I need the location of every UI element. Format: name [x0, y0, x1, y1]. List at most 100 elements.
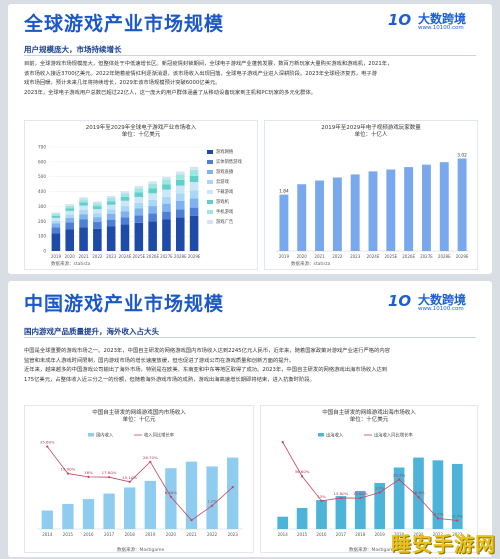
bar — [374, 482, 386, 529]
data-label: 16.6% — [412, 490, 425, 495]
chart-global-players: 2019年至2029年电子视频游戏玩家数量 单位：十亿人 1.84 2019 202… — [264, 120, 478, 270]
bar-segment — [134, 202, 144, 209]
bar-segment — [106, 204, 116, 210]
bar-segment — [120, 224, 130, 251]
data-label: 15.60% — [353, 491, 368, 496]
x-tick-label: 2020 — [297, 254, 308, 259]
bar-segment — [134, 215, 144, 223]
legend-label: 实体销售游戏 — [216, 160, 242, 165]
line-point — [87, 475, 90, 478]
bar — [315, 180, 324, 251]
bar — [404, 167, 414, 251]
bar-chart: 1.84 2019 2020 2021 2022 2023 2024E 2025E 2026E 2… — [275, 153, 471, 259]
bar-segment — [120, 193, 130, 197]
x-tick-label: 2025E — [132, 254, 145, 259]
bar-segment — [65, 205, 75, 209]
legend-label: 下载游戏 — [216, 190, 234, 195]
para-line: 该市场收入接近3700亿美元。2022年随着疫情红利逐渐消退，该市场收入出现回落… — [24, 70, 377, 77]
x-tick-label: 2019 — [375, 532, 386, 537]
divider — [24, 55, 476, 56]
chart-unit: 单位：十亿元 — [122, 417, 156, 423]
line-point — [66, 472, 69, 475]
bar-segment — [134, 222, 144, 251]
x-tick-label: 2021 — [314, 254, 325, 259]
combo-chart: 出海收入 出海收入同比增长率 2014 2015 2016 2017 2018 2019 202… — [273, 432, 467, 537]
chart-legend: 游戏网络 实体销售游戏 游戏直播 云游戏 下载游戏 游戏机 手机游戏 游戏广告 — [207, 149, 242, 229]
brand-logo: 1O 大数跨境 www.10100.com — [388, 291, 484, 317]
bar-segment — [120, 211, 130, 218]
data-label: 26.70% — [143, 455, 158, 460]
line-point — [359, 497, 362, 500]
bar-segment — [175, 179, 185, 186]
chart-global-revenue: 2019年至2029年全球电子游戏产业市场收入 单位：十亿美元 0 100 200 3… — [24, 120, 258, 270]
bar-segment — [65, 208, 75, 211]
section-subhead: 国内游戏产品质量提升，海外收入占大头 — [24, 327, 159, 336]
line-point — [339, 496, 342, 500]
x-tick-label: 2021 — [186, 532, 197, 537]
legend-item: 手机游戏 — [207, 209, 242, 215]
logo-brand: 大数跨境 — [418, 293, 467, 307]
bar-segment — [65, 210, 75, 215]
legend-item: 游戏机 — [207, 199, 242, 205]
data-label: 36.60% — [295, 469, 310, 474]
watermark-text: 睡安手游网 — [391, 532, 496, 556]
bar-segment — [51, 223, 61, 228]
bar-segment — [162, 184, 171, 190]
bar-segment — [93, 206, 102, 210]
chart-source: 数据来源：Mastigame — [117, 548, 165, 553]
bar — [144, 480, 156, 529]
chart-unit: 单位：十亿美元 — [349, 417, 389, 423]
legend-label: 收入同比增长率 — [144, 432, 175, 439]
bar-segment — [51, 212, 61, 215]
bar-segment — [162, 176, 171, 180]
chart-title: 中国自主研发的网络游戏出海市场收入 — [322, 410, 416, 416]
bar-segment — [134, 196, 144, 203]
bar — [297, 184, 307, 251]
bar-segment — [51, 233, 61, 251]
legend-swatch — [207, 150, 213, 154]
bar-segment — [106, 209, 116, 215]
line-point — [301, 475, 304, 478]
bar-segment — [120, 206, 130, 212]
line-point — [456, 519, 459, 522]
x-tick-label: 2023 — [452, 532, 463, 537]
bar — [354, 490, 366, 529]
y-tick-label: 200 — [38, 219, 46, 224]
bar-segment — [51, 227, 61, 234]
bar-segment — [79, 199, 88, 203]
bar-segment — [65, 229, 75, 251]
legend-swatch — [207, 200, 213, 204]
chart-china-domestic: 中国自主研发的网络游戏国内市场收入 单位：十亿元 国内收入 收入同比增长率 2014… — [24, 405, 254, 553]
para-line: 戏市场回暖，预计未来几年将持续增长，2029年该市场规模预计突破6000亿美元。 — [24, 80, 221, 86]
bar — [227, 457, 239, 529]
bar-segment — [106, 197, 116, 202]
bar — [368, 171, 378, 251]
x-tick-label: 2024E — [367, 254, 380, 259]
bar-segment — [93, 203, 102, 207]
bar-segment — [120, 217, 130, 225]
bar-segment — [120, 191, 130, 194]
bar-segment — [93, 228, 102, 251]
slide-global-market: 全球游戏产业市场规模 1O 大数跨境 www.10100.com 用户规模庞大，… — [8, 4, 492, 274]
legend-label: 手机游戏 — [216, 210, 234, 215]
bar-segment — [175, 209, 185, 218]
bar-segment — [189, 198, 199, 208]
data-label: 3.02 — [457, 153, 467, 159]
series-line — [46, 446, 233, 521]
bar-segment — [148, 188, 157, 194]
x-tick-label: 2022 — [332, 254, 343, 259]
bar-segment — [134, 185, 144, 189]
x-tick-label: 2028E — [174, 254, 187, 259]
x-tick-label: 2026E — [146, 254, 159, 259]
line-point — [46, 445, 49, 448]
legend-item: 游戏网络 — [207, 149, 242, 155]
bar — [206, 466, 218, 529]
bar-segment — [65, 214, 75, 218]
bar — [124, 487, 136, 529]
line-point — [169, 495, 172, 498]
bar — [103, 493, 115, 529]
legend-swatch — [88, 433, 94, 437]
bar — [279, 194, 289, 251]
y-tick-label: 100 — [38, 234, 46, 239]
